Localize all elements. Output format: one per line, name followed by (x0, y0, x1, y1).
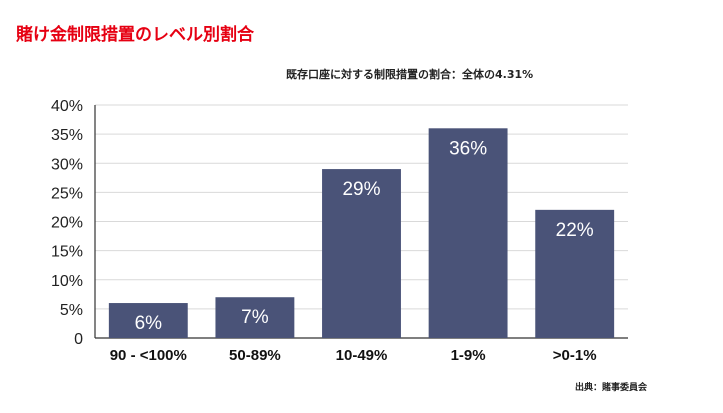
bar (428, 128, 508, 338)
labels: 0 5% 10% 15% 20% 25% 30% 35% 40% 6% 90 - <100% 7% 50… (51, 98, 597, 364)
x-tick-label: 90 - <100% (110, 347, 187, 364)
bar-data-label: 36% (449, 138, 487, 159)
y-tick-label: 20% (51, 215, 83, 232)
x-tick-label: 10-49% (336, 347, 388, 364)
y-tick-label: 15% (51, 244, 83, 261)
x-tick-label: 50-89% (229, 347, 281, 364)
y-tick-label: 40% (51, 98, 83, 115)
source-note: 出典：賭事委員会 (575, 383, 648, 393)
chart-title: 賭け金制限措置のレベル別割合 (16, 25, 254, 45)
y-tick-label: 10% (51, 273, 83, 290)
bar-data-label: 29% (342, 179, 380, 200)
bars (108, 128, 615, 338)
y-tick-label: 5% (60, 302, 83, 319)
y-tick-label: 35% (51, 127, 83, 144)
bar (108, 303, 188, 338)
bar-data-label: 22% (556, 220, 594, 241)
chart-subtitle: 既存口座に対する制限措置の割合：全体の4.31% (286, 68, 534, 81)
bar (215, 297, 295, 338)
bar (322, 169, 401, 338)
x-tick-label: >0-1% (553, 347, 597, 364)
y-tick-label: 25% (51, 185, 83, 202)
x-tick-label: 1-9% (451, 347, 486, 364)
y-tick-label: 30% (51, 156, 83, 173)
bar-data-label: 6% (135, 313, 163, 334)
y-tick-label: 0 (74, 331, 83, 348)
bar (535, 209, 615, 338)
bar-data-label: 7% (241, 307, 269, 328)
